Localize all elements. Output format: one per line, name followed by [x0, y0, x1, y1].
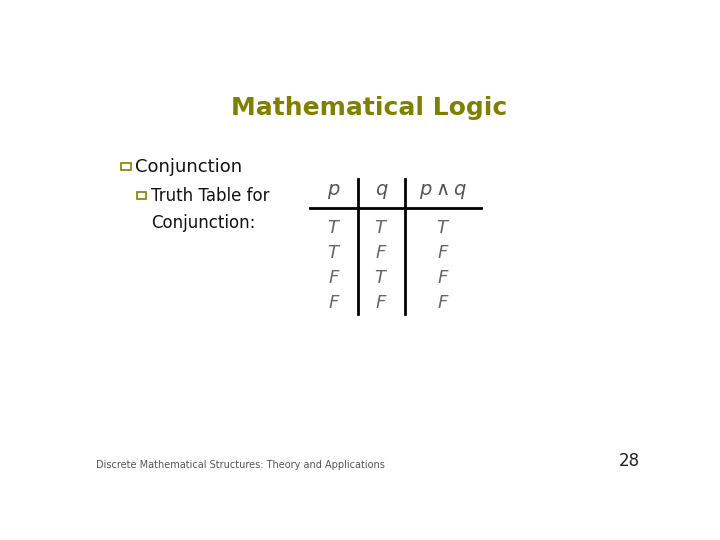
- Text: Discrete Mathematical Structures: Theory and Applications: Discrete Mathematical Structures: Theory…: [96, 460, 384, 470]
- Text: $T$: $T$: [327, 219, 341, 237]
- Text: $T$: $T$: [374, 219, 389, 237]
- Text: $F$: $F$: [375, 294, 388, 312]
- Bar: [138, 192, 146, 199]
- Text: $F$: $F$: [436, 294, 449, 312]
- Text: Conjunction: Conjunction: [135, 158, 243, 176]
- Text: $F$: $F$: [375, 244, 388, 262]
- Text: $F$: $F$: [436, 244, 449, 262]
- Text: $T$: $T$: [374, 269, 389, 287]
- Text: $p \wedge q$: $p \wedge q$: [419, 182, 467, 201]
- Text: $T$: $T$: [327, 244, 341, 262]
- Text: $F$: $F$: [328, 269, 341, 287]
- Text: Conjunction:: Conjunction:: [150, 214, 255, 232]
- Text: Mathematical Logic: Mathematical Logic: [231, 97, 507, 120]
- Text: $T$: $T$: [436, 219, 450, 237]
- Text: $F$: $F$: [328, 294, 341, 312]
- Text: 28: 28: [618, 452, 639, 470]
- Text: $q$: $q$: [374, 182, 388, 201]
- Text: Truth Table for: Truth Table for: [150, 187, 269, 205]
- Text: $p$: $p$: [328, 182, 341, 201]
- Bar: [121, 163, 131, 171]
- Text: $F$: $F$: [436, 269, 449, 287]
